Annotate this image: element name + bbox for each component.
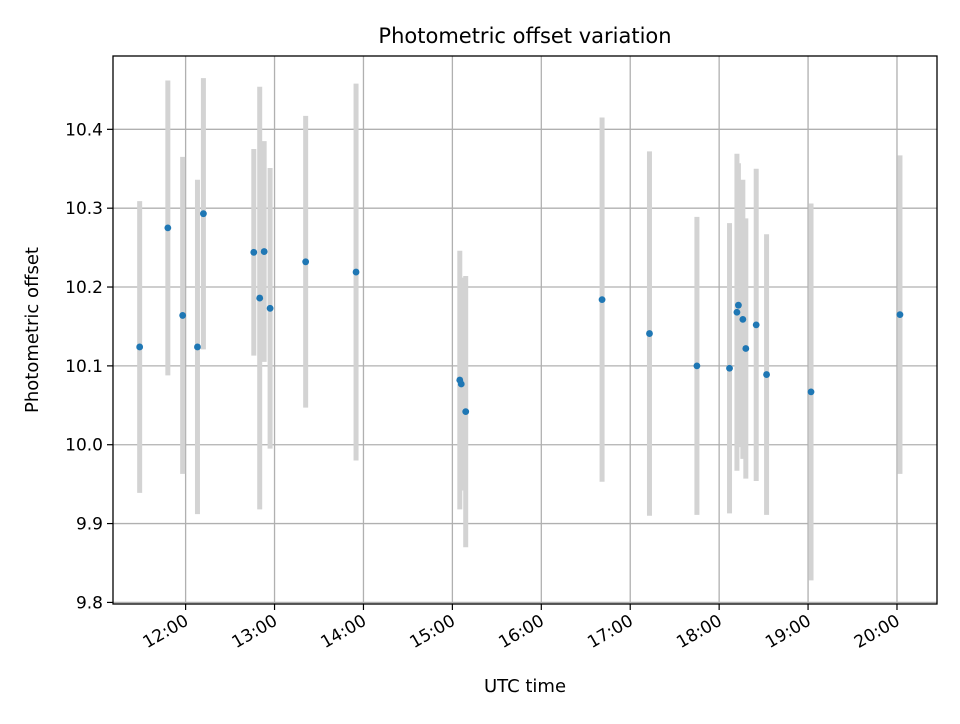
- data-points: [136, 210, 904, 416]
- data-point: [896, 311, 904, 319]
- data-point: [352, 268, 360, 276]
- y-tick-label: 10.4: [65, 120, 103, 140]
- y-tick-label: 10.2: [65, 278, 103, 298]
- y-tick-label: 9.8: [76, 593, 103, 613]
- data-point: [260, 248, 268, 255]
- data-point: [807, 388, 815, 396]
- data-point: [179, 312, 187, 319]
- data-point: [726, 364, 733, 372]
- data-point: [742, 345, 750, 352]
- data-point: [302, 258, 310, 266]
- data-point: [200, 210, 207, 218]
- data-point: [194, 343, 201, 351]
- data-point: [735, 301, 742, 309]
- y-tick-label: 10.0: [65, 436, 103, 456]
- data-point: [693, 362, 701, 370]
- y-tick-label: 10.1: [65, 357, 103, 377]
- data-point: [250, 248, 258, 256]
- data-point: [266, 304, 274, 312]
- data-point: [598, 296, 606, 304]
- data-point: [752, 321, 760, 329]
- chart-title: Photometric offset variation: [378, 24, 671, 48]
- data-point: [763, 371, 770, 378]
- y-tick-label: 9.9: [76, 515, 103, 535]
- y-axis-ticks: 9.8 9.9 10.0 10.1 10.2 10.3 10.4: [65, 120, 113, 613]
- data-point: [462, 408, 470, 416]
- data-point: [136, 343, 144, 351]
- data-point: [164, 224, 172, 232]
- data-point: [733, 308, 741, 316]
- y-tick-label: 10.3: [65, 199, 103, 219]
- data-point: [256, 294, 264, 302]
- grid-lines: [113, 56, 937, 604]
- plot-area-frame: [112, 55, 938, 605]
- x-axis-label: UTC time: [484, 676, 566, 697]
- data-point: [457, 380, 465, 388]
- y-axis-label: Photometric offset: [22, 247, 43, 413]
- data-point: [739, 315, 747, 323]
- data-point: [646, 330, 653, 337]
